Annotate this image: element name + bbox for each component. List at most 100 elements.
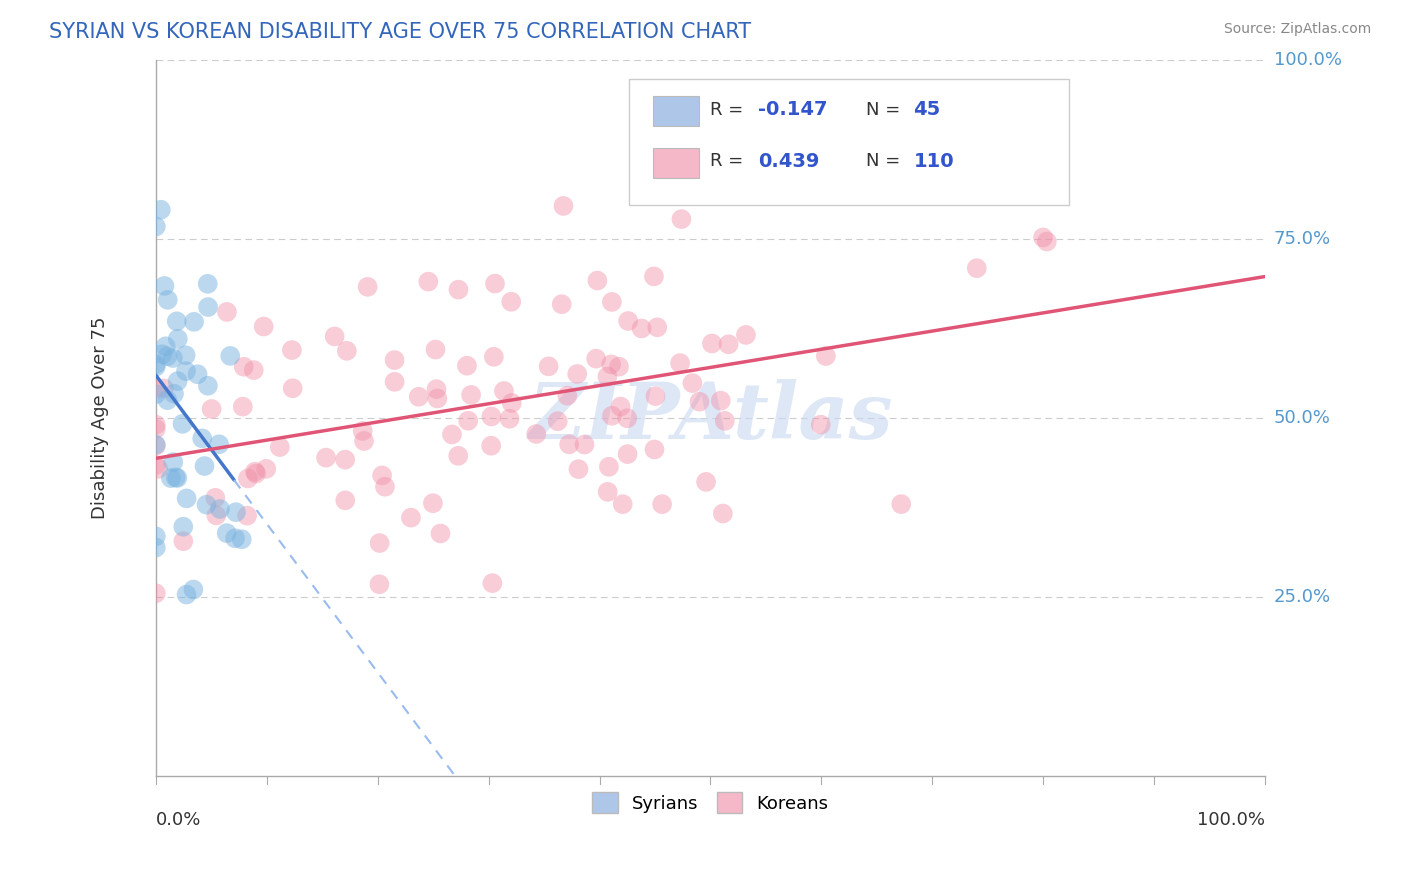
Point	[231, 533, 253, 547]
Point	[371, 468, 394, 483]
Text: R =: R =	[710, 101, 749, 119]
Point	[336, 343, 359, 358]
Point	[242, 363, 264, 377]
Point	[236, 471, 259, 485]
Point	[145, 359, 167, 374]
Point	[429, 526, 451, 541]
Point	[484, 277, 506, 291]
Point	[323, 329, 346, 343]
Point	[160, 471, 183, 485]
Point	[607, 359, 630, 374]
Point	[440, 427, 463, 442]
Point	[966, 261, 988, 276]
Point	[814, 349, 837, 363]
Point	[374, 480, 396, 494]
Point	[195, 498, 218, 512]
Point	[224, 531, 246, 545]
Point	[418, 275, 440, 289]
Point	[457, 414, 479, 428]
Point	[204, 491, 226, 505]
Point	[245, 467, 267, 481]
Point	[547, 414, 569, 428]
Point	[253, 319, 276, 334]
Point	[183, 315, 205, 329]
Point	[557, 389, 579, 403]
Point	[163, 386, 186, 401]
Point	[651, 497, 673, 511]
Point	[598, 459, 620, 474]
Point	[149, 202, 172, 217]
Point	[456, 359, 478, 373]
Point	[567, 367, 589, 381]
Point	[208, 502, 231, 516]
Point	[524, 427, 547, 442]
Point	[145, 381, 167, 395]
Point	[669, 356, 692, 370]
Point	[717, 337, 740, 351]
Point	[145, 439, 167, 453]
Text: 75.0%: 75.0%	[1274, 229, 1331, 248]
Text: Source: ZipAtlas.com: Source: ZipAtlas.com	[1223, 22, 1371, 37]
Point	[447, 283, 470, 297]
Point	[501, 396, 523, 410]
Point	[176, 491, 198, 506]
Text: Disability Age Over 75: Disability Age Over 75	[91, 317, 110, 519]
Point	[408, 390, 430, 404]
Text: R =: R =	[710, 153, 749, 170]
Point	[315, 450, 337, 465]
Point	[197, 277, 219, 291]
Legend: Syrians, Koreans: Syrians, Koreans	[585, 785, 835, 821]
Point	[208, 437, 231, 451]
Point	[612, 497, 634, 511]
Point	[156, 293, 179, 307]
Point	[553, 199, 575, 213]
Point	[197, 300, 219, 314]
Point	[645, 320, 668, 334]
Point	[232, 400, 254, 414]
Point	[643, 269, 665, 284]
Point	[596, 369, 619, 384]
Point	[155, 339, 177, 353]
Point	[205, 508, 228, 523]
Point	[145, 219, 167, 234]
Point	[630, 321, 652, 335]
Point	[153, 381, 176, 395]
Point	[356, 280, 378, 294]
Point	[174, 348, 197, 362]
Point	[145, 541, 167, 555]
Point	[145, 458, 167, 472]
Point	[460, 388, 482, 402]
Point	[193, 458, 215, 473]
Point	[150, 347, 173, 361]
Point	[700, 336, 723, 351]
Point	[689, 394, 711, 409]
Text: 0.0%: 0.0%	[156, 812, 201, 830]
Point	[710, 393, 733, 408]
Point	[711, 507, 734, 521]
Point	[166, 374, 188, 388]
Point	[174, 364, 197, 378]
Text: -0.147: -0.147	[758, 100, 828, 120]
Point	[353, 434, 375, 448]
Point	[479, 439, 502, 453]
Point	[600, 294, 623, 309]
Point	[145, 357, 167, 371]
Point	[281, 343, 304, 357]
Point	[1036, 235, 1059, 249]
Point	[890, 497, 912, 511]
Text: 110: 110	[914, 152, 955, 171]
Point	[335, 493, 357, 508]
FancyBboxPatch shape	[630, 79, 1069, 205]
Point	[215, 305, 238, 319]
Point	[384, 375, 406, 389]
Point	[162, 455, 184, 469]
Point	[156, 393, 179, 408]
Text: N =: N =	[866, 101, 905, 119]
Text: 50.0%: 50.0%	[1274, 409, 1331, 426]
Point	[617, 314, 640, 328]
Point	[425, 343, 447, 357]
Point	[426, 392, 449, 406]
Point	[567, 462, 589, 476]
Point	[399, 510, 422, 524]
Text: SYRIAN VS KOREAN DISABILITY AGE OVER 75 CORRELATION CHART: SYRIAN VS KOREAN DISABILITY AGE OVER 75 …	[49, 22, 751, 42]
